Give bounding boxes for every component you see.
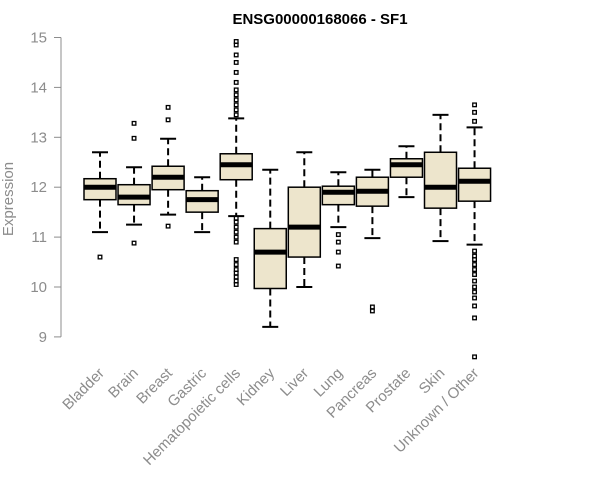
outlier-point (472, 248, 477, 254)
outlier-point (233, 107, 239, 113)
outlier-point (165, 223, 171, 229)
outlier-point (472, 267, 477, 272)
box-iqr (423, 151, 458, 209)
box-group-breast (151, 104, 185, 229)
outlier-point (233, 60, 239, 65)
box-group-liver (287, 151, 322, 288)
y-axis-label: Expression (0, 162, 17, 236)
outlier-point (472, 262, 477, 267)
outlier-point (233, 112, 239, 118)
box-iqr (253, 227, 287, 290)
box-group-brain (117, 120, 151, 246)
outlier-point (472, 253, 477, 259)
box-group-bladder (83, 151, 117, 260)
box-iqr (457, 167, 492, 202)
box-group-gastric (185, 176, 219, 234)
outlier-point (233, 224, 239, 230)
outlier-point (233, 39, 239, 44)
x-tick-label: Bladder (59, 365, 108, 414)
outlier-point (335, 232, 341, 238)
outlier-point (233, 267, 239, 272)
outlier-point (131, 135, 137, 141)
y-tick-label: 15 (30, 30, 47, 47)
outlier-point (472, 278, 477, 284)
outlier-point (472, 354, 477, 360)
outlier-point (233, 87, 239, 93)
outlier-point (165, 117, 171, 123)
y-tick-label: 10 (30, 279, 47, 296)
box-group-kidney (253, 168, 287, 328)
box-plot-series (83, 39, 492, 360)
chart-title: ENSG00000168066 - SF1 (232, 11, 407, 28)
outlier-point (233, 97, 239, 103)
box-group-pancreas (355, 168, 390, 314)
box-iqr (321, 185, 356, 206)
box-iqr (287, 186, 322, 258)
outlier-point (233, 239, 239, 245)
outlier-point (131, 120, 137, 126)
outlier-point (233, 102, 239, 108)
y-tick-label: 14 (30, 79, 47, 96)
outlier-point (369, 308, 375, 314)
outlier-point (472, 109, 477, 115)
outlier-point (233, 52, 239, 58)
outlier-point (335, 249, 341, 255)
box-group-skin (423, 113, 458, 243)
box-group-hematopoietic-cells (219, 39, 253, 287)
outlier-point (131, 240, 137, 246)
outlier-point (233, 79, 239, 85)
y-tick-label: 13 (30, 129, 47, 146)
outlier-point (335, 263, 341, 269)
box-group-unknown-other (457, 102, 492, 360)
y-tick-label: 11 (31, 229, 47, 246)
y-tick-label: 9 (39, 329, 47, 346)
box-iqr (389, 158, 424, 178)
y-axis: 9 10 11 12 13 14 15 (30, 30, 62, 346)
outlier-point (472, 102, 477, 108)
x-tick-label: Liver (277, 365, 312, 400)
outlier-point (233, 92, 239, 98)
outlier-point (335, 239, 341, 245)
outlier-point (369, 304, 375, 310)
outlier-point (233, 69, 239, 75)
outlier-point (233, 278, 239, 284)
outlier-point (472, 303, 477, 309)
outlier-point (472, 284, 477, 290)
outlier-point (233, 234, 239, 240)
outlier-point (165, 104, 171, 110)
outlier-point (233, 219, 239, 225)
outlier-point (233, 229, 239, 235)
outlier-point (233, 262, 239, 267)
outlier-point (472, 118, 477, 124)
outlier-point (233, 257, 239, 263)
y-tick-label: 12 (30, 179, 47, 196)
outlier-point (472, 315, 477, 321)
outlier-point (233, 274, 239, 280)
outlier-point (472, 272, 477, 277)
outlier-point (472, 289, 477, 295)
box-group-lung (321, 171, 356, 269)
x-tick-label: Kidney (234, 364, 279, 409)
outlier-point (233, 215, 239, 221)
outlier-point (97, 254, 103, 260)
outlier-point (472, 295, 477, 301)
box-group-prostate (389, 145, 424, 199)
